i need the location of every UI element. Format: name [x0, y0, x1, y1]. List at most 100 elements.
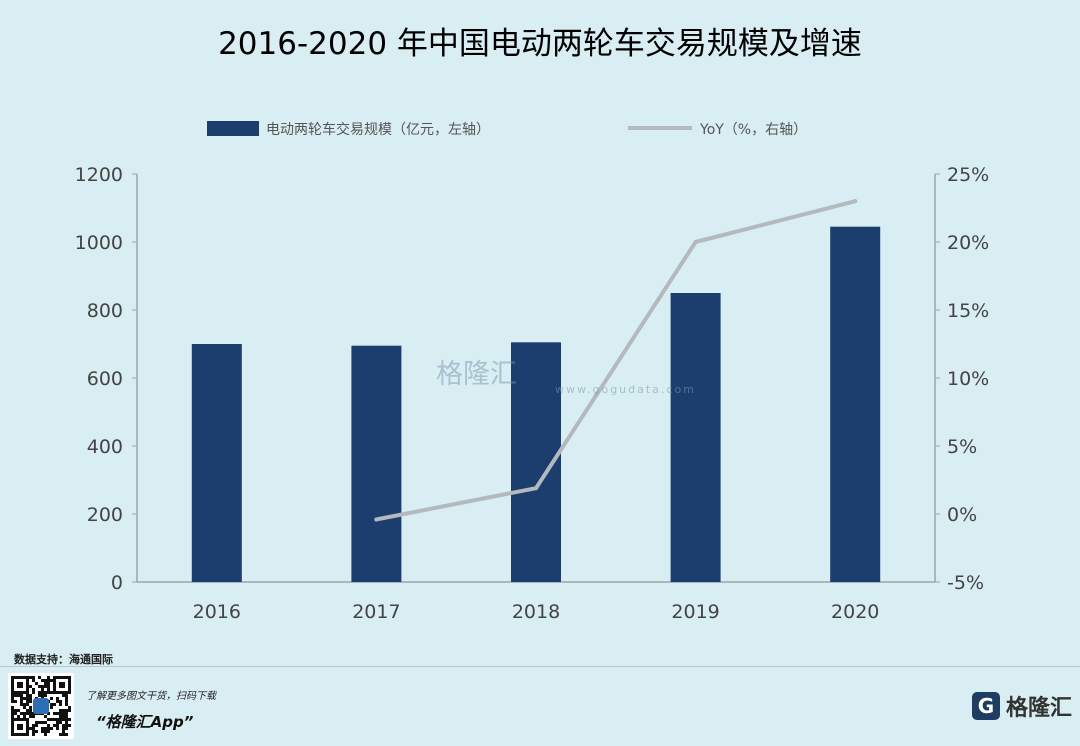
qr-module — [65, 715, 68, 718]
qr-module — [26, 697, 29, 700]
qr-module — [14, 712, 17, 715]
qr-module — [56, 697, 59, 700]
chart-title: 2016-2020 年中国电动两轮车交易规模及增速 — [218, 26, 862, 62]
data-source: 数据支持：海通国际 — [14, 653, 113, 666]
qr-module — [47, 688, 50, 691]
qr-module — [32, 688, 35, 691]
qr-finder — [59, 682, 65, 688]
qr-module — [11, 697, 14, 700]
qr-module — [26, 712, 29, 715]
qr-module — [41, 721, 44, 724]
qr-module — [65, 703, 68, 706]
qr-module — [68, 724, 71, 727]
qr-module — [11, 706, 14, 709]
x-tick-label: 2018 — [512, 601, 560, 623]
qr-module — [41, 694, 44, 697]
watermark-text: 格隆汇 — [436, 359, 517, 390]
qr-module — [56, 727, 59, 730]
qr-module — [47, 727, 50, 730]
footer-app-name: “格隆汇App” — [96, 713, 194, 731]
qr-module — [50, 727, 53, 730]
yoy-point-2020 — [853, 199, 858, 204]
qr-module — [50, 679, 53, 682]
qr-module — [59, 703, 62, 706]
qr-module — [62, 712, 65, 715]
qr-module — [65, 727, 68, 730]
qr-module — [62, 715, 65, 718]
qr-module — [23, 697, 26, 700]
qr-module — [56, 721, 59, 724]
qr-module — [44, 730, 47, 733]
qr-module — [59, 709, 62, 712]
qr-module — [29, 685, 32, 688]
qr-module — [44, 694, 47, 697]
qr-module — [29, 709, 32, 712]
qr-module — [11, 712, 14, 715]
qr-module — [41, 730, 44, 733]
left-tick-label: 200 — [87, 504, 123, 526]
qr-module — [14, 709, 17, 712]
x-tick-label: 2019 — [671, 601, 719, 623]
left-tick-label: 0 — [111, 572, 123, 594]
yoy-point-2019 — [693, 240, 698, 244]
qr-module — [65, 733, 68, 736]
footer-promo: 了解更多图文干货，扫码下载 — [86, 691, 216, 702]
qr-module — [38, 676, 41, 679]
qr-module — [56, 700, 59, 703]
chart-area: 电动两轮车交易规模（亿元，左轴） YoY（%，右轴） 0 200 400 600 800… — [75, 121, 989, 623]
qr-module — [23, 706, 26, 709]
qr-module — [26, 694, 29, 697]
left-tick-label: 1200 — [75, 164, 123, 186]
qr-module — [29, 727, 32, 730]
qr-module — [35, 682, 38, 685]
right-tick-label: 25% — [947, 164, 989, 186]
qr-module — [32, 730, 35, 733]
qr-module — [32, 676, 35, 679]
qr-module — [44, 691, 47, 694]
legend-bar-label: 电动两轮车交易规模（亿元，左轴） — [266, 121, 490, 138]
qr-module — [65, 694, 68, 697]
qr-module — [41, 685, 44, 688]
qr-module — [41, 679, 44, 682]
footer-divider — [0, 666, 1080, 667]
qr-module — [47, 676, 50, 679]
qr-module — [41, 727, 44, 730]
qr-module — [50, 691, 53, 694]
qr-module — [23, 715, 26, 718]
qr-module — [44, 727, 47, 730]
left-tick-label: 400 — [87, 436, 123, 458]
qr-module — [65, 721, 68, 724]
qr-module — [29, 694, 32, 697]
qr-module — [38, 721, 41, 724]
legend-line-label: YoY（%，右轴） — [699, 122, 807, 138]
qr-module — [62, 718, 65, 721]
qr-module — [59, 718, 62, 721]
qr-module — [35, 724, 38, 727]
qr-module — [62, 694, 65, 697]
qr-module — [44, 682, 47, 685]
bar-2020 — [830, 226, 881, 582]
qr-module — [35, 730, 38, 733]
qr-module — [26, 700, 29, 703]
qr-module — [11, 700, 14, 703]
qr-module — [47, 718, 50, 721]
qr-finder — [17, 724, 23, 730]
qr-module — [65, 712, 68, 715]
qr-module — [65, 718, 68, 721]
qr-module — [59, 733, 62, 736]
qr-module — [17, 709, 20, 712]
qr-module — [14, 694, 17, 697]
qr-module — [29, 697, 32, 700]
yoy-point-2018 — [534, 486, 538, 491]
qr-module — [35, 721, 38, 724]
qr-module — [29, 700, 32, 703]
qr-module — [32, 712, 35, 715]
qr-module — [11, 709, 14, 712]
qr-module — [38, 685, 41, 688]
qr-module — [44, 721, 47, 724]
qr-module — [47, 682, 50, 685]
qr-module — [20, 712, 23, 715]
qr-module — [44, 685, 47, 688]
right-tick-label: 15% — [947, 300, 989, 322]
qr-module — [20, 703, 23, 706]
